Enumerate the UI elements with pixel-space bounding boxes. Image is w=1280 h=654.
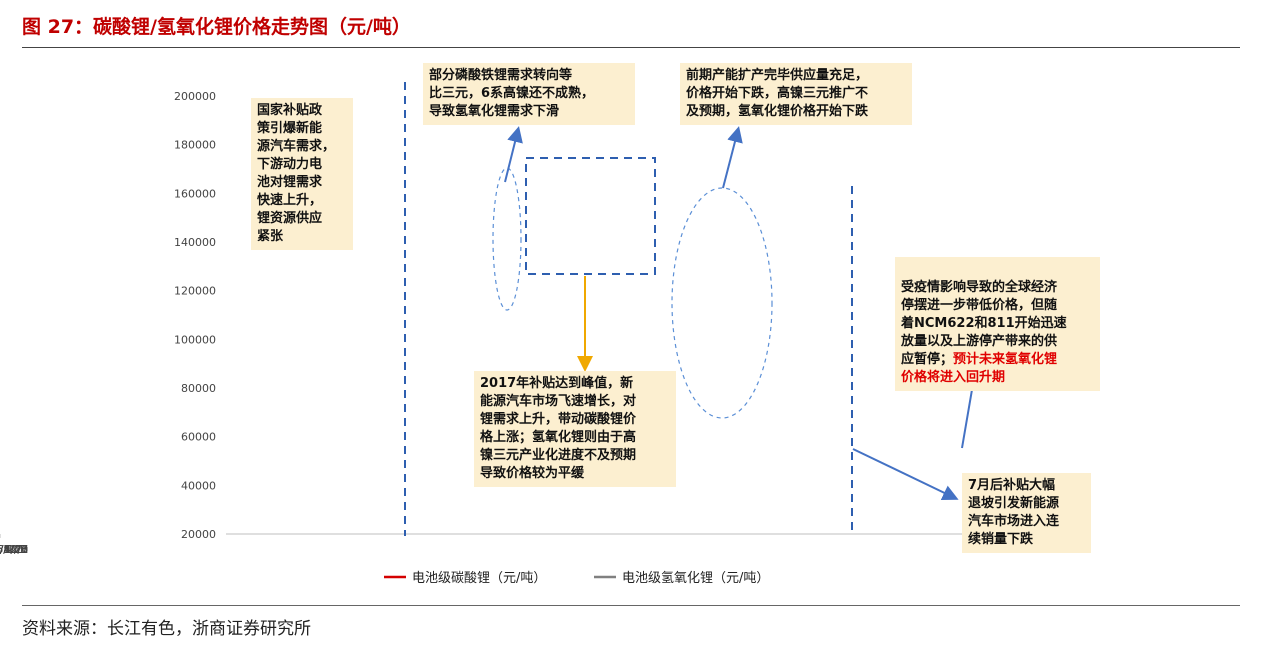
figure-title: 图 27：碳酸锂/氢氧化锂价格走势图（元/吨） [22,16,411,38]
highlight-ellipse-2017 [492,167,522,311]
x-tick-label: 2018/4/15 [0,543,28,556]
highlight-box-2017 [525,157,656,275]
arrow-to-subsidy-note [852,448,959,501]
y-tick-label: 60000 [181,431,216,444]
y-tick-label: 20000 [181,528,216,541]
x-tick-label: 2019/5/20 [0,543,28,556]
source-note: 资料来源：长江有色，浙商证券研究所 [22,619,311,639]
y-tick-label: 140000 [174,236,216,249]
x-tick-label: 2017/3/11 [0,543,28,556]
annotation-covid-text: 受疫情影响导致的全球经济 停摆进一步带低价格，但随 着NCM622和811开始迅… [901,280,1067,367]
bottom-rule [22,605,1240,606]
y-tick-label: 80000 [181,382,216,395]
x-tick-label: 2016/8/23 [0,543,28,556]
y-tick-label: 180000 [174,139,216,152]
annotation-covid-highlight: 预计未来氢氧化锂 价格将进入回升期 [901,352,1058,385]
x-tick-label: 2018/11/1 [0,543,28,556]
x-tick-label: 2017/9/27 [0,543,28,556]
x-tick-label: 2015/7/20 [0,543,28,556]
dashed-guides [404,82,853,536]
annotation-policy: 国家补贴政 策引爆新能 源汽车需求， 下游动力电 池对锂需求 快速上升， 锂资源… [251,98,353,250]
y-tick-label: 40000 [181,479,216,492]
annotation-lfp-demand: 部分磷酸铁锂需求转向等 比三元，6系高镍还不成熟， 导致氢氧化锂需求下滑 [423,63,635,125]
arrow-to-lfp-note [504,126,523,183]
chart: 20000 40000 60000 80000 100000 120000 140000 16… [0,0,980,586]
y-tick-label: 200000 [174,90,216,103]
x-tick-label: 2016/2/5 [0,543,25,556]
x-tick-label: 2015/1/1 [0,543,25,556]
y-tick-label: 120000 [174,285,216,298]
arrow-to-capacity-note [722,126,743,189]
legend-label: 电池级碳酸锂（元/吨） [412,571,546,586]
highlight-ellipse-2018 [671,187,773,419]
annotation-subsidy-cut: 7月后补贴大幅 退坡引发新能源 汽车市场进入连 续销量下跌 [962,473,1091,553]
annotation-covid: 受疫情影响导致的全球经济 停摆进一步带低价格，但随 着NCM622和811开始迅… [895,257,1100,391]
annotation-2017-peak: 2017年补贴达到峰值，新 能源汽车市场飞速增长，对 锂需求上升，带动碳酸锂价 … [474,371,676,487]
top-rule [22,47,1240,48]
annotation-overlay [504,126,980,501]
legend: 电池级碳酸锂（元/吨） 电池级氢氧化锂（元/吨） [384,571,769,586]
legend-label: 电池级氢氧化锂（元/吨） [622,571,769,586]
y-tick-label: 160000 [174,187,216,200]
y-tick-label: 100000 [174,333,216,346]
annotation-capacity: 前期产能扩产完毕供应量充足， 价格开始下跌，高镍三元推广不 及预期，氢氧化锂价格… [680,63,912,125]
chart-axes: 20000 40000 60000 80000 100000 120000 140000 16… [0,90,968,556]
x-tick-label: 2019/12/6 [0,543,28,556]
